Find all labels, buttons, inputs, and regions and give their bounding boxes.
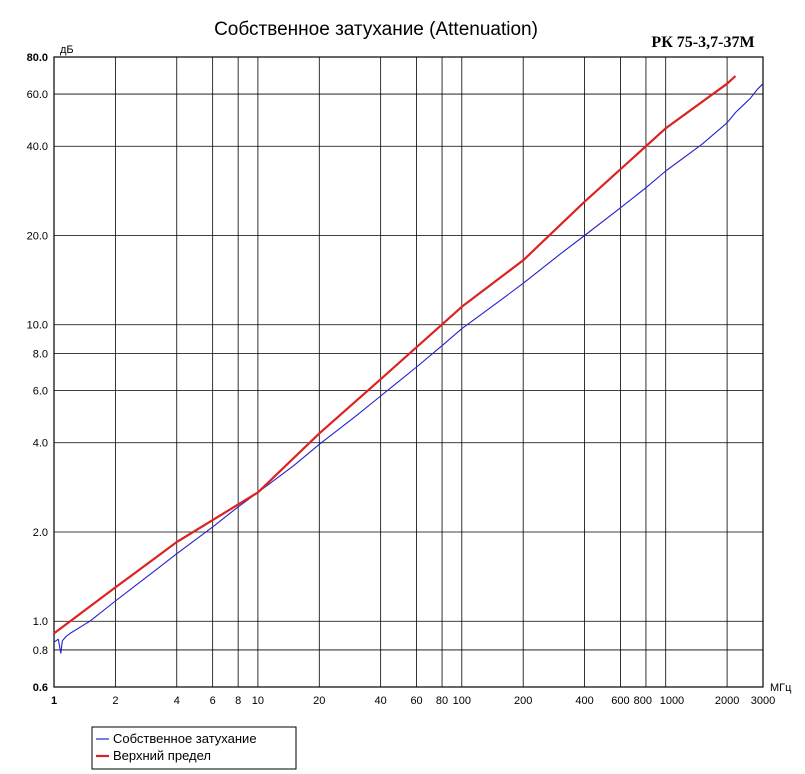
series-lines (53, 75, 764, 654)
plot-border (53, 56, 764, 688)
y-tick-label: 20.0 (27, 230, 48, 242)
x-axis-ticks: 1 2 4 6 8 10 20 40 60 80 100 200 400 600 800 1000 2000 30… (51, 695, 775, 707)
x-axis-unit: МГц (770, 682, 792, 694)
y-tick-label: 4.0 (33, 438, 48, 450)
x-tick-label: 400 (575, 695, 593, 707)
y-tick-label: 10.0 (27, 320, 48, 332)
legend-label-upper-limit: Верхний предел (113, 748, 211, 763)
y-tick-label: 40.0 (27, 141, 48, 153)
y-tick-label: 1.0 (33, 616, 48, 628)
x-tick-label: 800 (634, 695, 652, 707)
x-tick-label: 10 (252, 695, 264, 707)
x-tick-label: 80 (436, 695, 448, 707)
y-tick-label: 0.6 (33, 682, 48, 694)
x-tick-label: 1 (51, 695, 57, 707)
cable-model-label: РК 75-3,7-37М (651, 34, 754, 51)
legend: Собственное затухание Верхний предел (91, 726, 297, 770)
series-line-attenuation (53, 83, 764, 654)
x-tick-label: 600 (611, 695, 629, 707)
x-tick-label: 4 (174, 695, 180, 707)
x-tick-label: 2000 (715, 695, 739, 707)
y-tick-label: 6.0 (33, 386, 48, 398)
x-tick-label: 6 (210, 695, 216, 707)
y-tick-label: 8.0 (33, 348, 48, 360)
y-tick-label: 80.0 (27, 52, 48, 64)
y-axis-unit: дБ (60, 44, 74, 56)
x-tick-label: 3000 (751, 695, 775, 707)
chart-title: Собственное затухание (Attenuation) (214, 19, 538, 40)
x-tick-label: 200 (514, 695, 532, 707)
y-tick-label: 2.0 (33, 527, 48, 539)
x-tick-label: 2 (112, 695, 118, 707)
y-axis-ticks: 0.6 0.8 1.0 2.0 4.0 6.0 8.0 10.0 20.0 40.0 60.0 80.… (27, 52, 48, 694)
legend-box (91, 726, 297, 770)
y-tick-label: 0.8 (33, 645, 48, 657)
x-tick-label: 40 (375, 695, 387, 707)
series-line-upper-limit (53, 75, 737, 635)
x-tick-label: 60 (410, 695, 422, 707)
x-tick-label: 20 (313, 695, 325, 707)
x-tick-label: 1000 (660, 695, 684, 707)
x-tick-label: 100 (453, 695, 471, 707)
grid-lines (54, 57, 763, 687)
legend-label-attenuation: Собственное затухание (113, 731, 257, 746)
x-tick-label: 8 (235, 695, 241, 707)
y-tick-label: 60.0 (27, 89, 48, 101)
plot-frame (53, 56, 764, 688)
